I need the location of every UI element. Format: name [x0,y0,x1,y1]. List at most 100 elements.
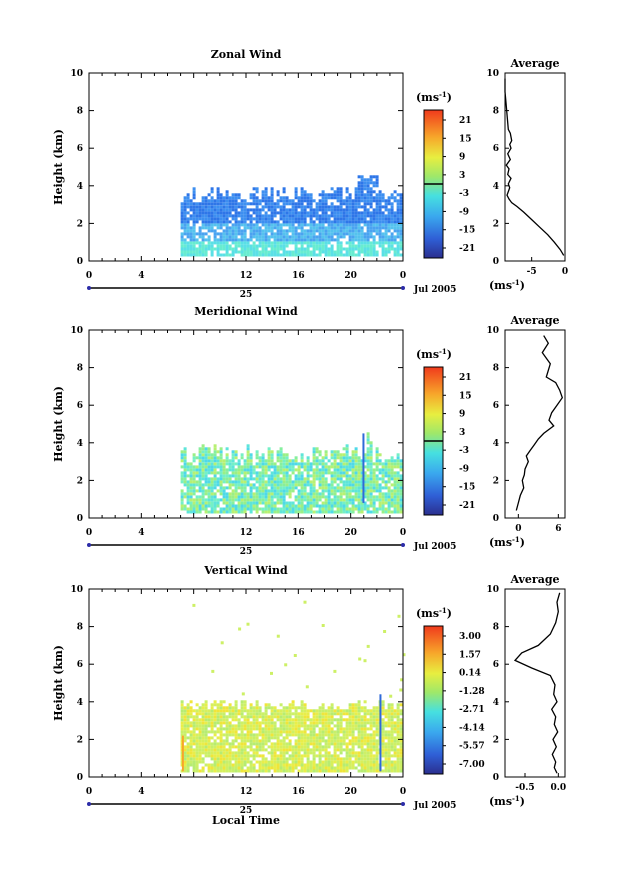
heatmap-cell [189,757,193,761]
heatmap-cell [192,492,196,496]
heatmap-cell [360,483,364,487]
heatmap-cell [318,453,322,457]
heatmap-cell [264,253,268,257]
heatmap-cell [285,757,289,761]
heatmap-cell [336,465,340,469]
heatmap-cell [282,507,286,511]
heatmap-cell [336,477,340,481]
heatmap-cell [282,462,286,466]
heatmap-cell [351,712,355,716]
heatmap-cell [228,480,232,484]
heatmap-cell [183,757,187,761]
heatmap-cell [279,480,283,484]
heatmap-cell [387,742,391,746]
heatmap-cell [303,495,307,499]
heatmap-cell [306,769,310,773]
heatmap-cell [249,709,253,713]
heatmap-cell [312,471,316,475]
heatmap-cell [297,465,301,469]
heatmap-cell [264,244,268,248]
heatmap-cell [372,715,376,719]
heatmap-cell [249,456,253,460]
heatmap-cell [201,247,205,251]
heatmap-cell [318,709,322,713]
heatmap-cell [312,742,316,746]
heatmap-cell [222,492,226,496]
heatmap-cell [192,193,196,197]
heatmap-cell [321,507,325,511]
heatmap-cell [399,241,403,245]
heatmap-cell [387,465,391,469]
profile-line [513,592,561,774]
heatmap-cell [396,465,400,469]
heatmap-cell [258,760,262,764]
heatmap-cell [399,763,403,767]
heatmap-cell [339,226,343,230]
heatmap-cell [336,214,340,218]
profile-y-tick-label: 6 [493,660,499,670]
heatmap-cell [378,501,382,505]
heatmap-cell [264,250,268,254]
heatmap-cell [273,232,277,236]
heatmap-cell [288,739,292,743]
y-tick-label: 10 [70,585,83,595]
heatmap-cell [360,736,364,740]
heatmap-cell [195,718,199,722]
heatmap-cell [219,751,223,755]
heatmap-cell [264,766,268,770]
heatmap-cell [186,721,190,725]
heatmap-cell [348,217,352,221]
heatmap-cell [366,432,370,436]
heatmap-cell [285,742,289,746]
heatmap-cell [384,247,388,251]
heatmap-cell [366,507,370,511]
heatmap-cell [270,477,274,481]
heatmap-cell [330,766,334,770]
heatmap-cell [288,718,292,722]
heatmap-cell [393,739,397,743]
heatmap-cell [207,202,211,206]
heatmap-cell [249,706,253,710]
heatmap-cell [195,247,199,251]
heatmap-cell [306,718,310,722]
heatmap-cell [228,459,232,463]
heatmap-cell [303,486,307,490]
heatmap-cell [378,217,382,221]
heatmap-cell [201,727,205,731]
heatmap-cell [300,196,304,200]
heatmap-cell [183,739,187,743]
heatmap-cell [372,250,376,254]
heatmap-cell [354,468,358,472]
heatmap-cell [330,510,334,514]
heatmap-cell [363,241,367,245]
heatmap-cell [282,501,286,505]
colorbar-unit-close: ) [447,91,452,104]
heatmap-cell [324,193,328,197]
heatmap-cell [222,751,226,755]
heatmap-cell [387,238,391,242]
heatmap-cell [312,247,316,251]
heatmap-cell [213,229,217,233]
heatmap-cell [294,504,298,508]
heatmap-cell [210,462,214,466]
heatmap-cell [345,214,349,218]
heatmap-cell [204,748,208,752]
heatmap-cell [273,501,277,505]
heatmap-cell [258,742,262,746]
heatmap-cell [318,730,322,734]
heatmap-cell [288,480,292,484]
heatmap-cell [189,480,193,484]
heatmap-cell [303,504,307,508]
heatmap-cell [234,492,238,496]
heatmap-cell [366,742,370,746]
heatmap-cell [186,483,190,487]
y-tick-label: 6 [77,401,83,411]
heatmap-cell [216,736,220,740]
heatmap-cell [363,244,367,248]
heatmap-cell [228,238,232,242]
heatmap-cell [288,214,292,218]
heatmap-cell [276,453,280,457]
heatmap-cell [183,253,187,257]
heatmap-cell [192,241,196,245]
